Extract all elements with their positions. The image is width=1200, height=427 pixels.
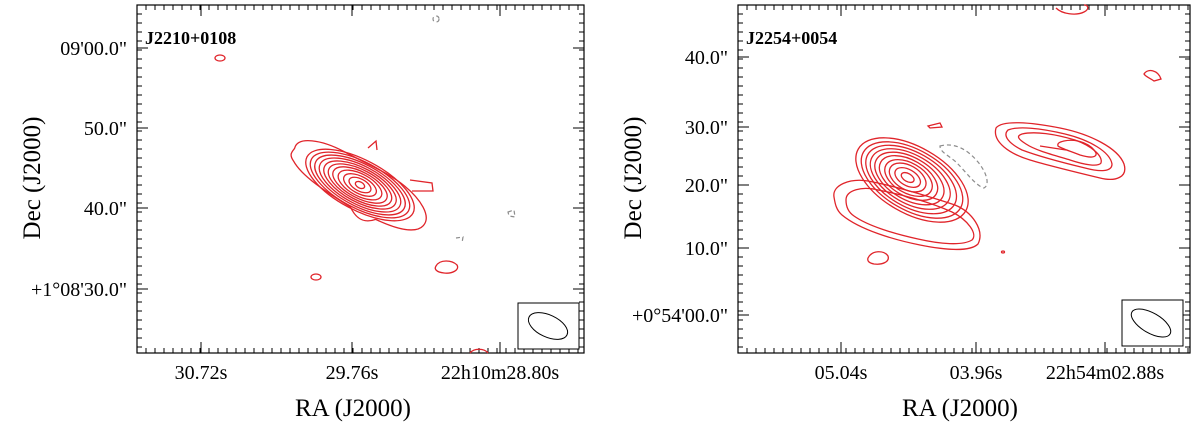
y-tick-label: 40.0" xyxy=(685,47,728,69)
contour-level xyxy=(865,144,958,215)
noise-contour xyxy=(469,348,489,354)
contour-level xyxy=(348,176,372,194)
contour-level xyxy=(318,157,402,213)
contour-level xyxy=(1057,139,1097,158)
panel-right: J2254+0054 40.0" 30.0" 20.0" 10.0" +0°54… xyxy=(620,4,1191,422)
contour-level xyxy=(869,148,951,210)
y-tick-label: +1°08'30.0" xyxy=(31,279,127,301)
tick-marks xyxy=(738,5,1190,353)
contour-level xyxy=(327,163,393,207)
contour-level xyxy=(884,158,933,198)
noise-contour xyxy=(926,122,944,129)
contour-map xyxy=(214,15,516,354)
contour-map xyxy=(833,4,1162,265)
panel-left: J2210+0108 09'00.0" 50.0" 40.0" +1°08'30… xyxy=(19,4,585,422)
contour-level xyxy=(874,151,945,206)
beam-box xyxy=(1121,299,1184,347)
x-tick-label: 03.96s xyxy=(950,362,1003,384)
x-axis-label: RA (J2000) xyxy=(295,395,411,422)
contour-level xyxy=(309,151,411,219)
contour-level xyxy=(314,154,406,216)
beam-box xyxy=(517,302,580,350)
y-tick-label: 40.0" xyxy=(84,198,127,220)
contour-level xyxy=(1039,145,1067,151)
contour-level xyxy=(1017,132,1102,166)
y-tick-label: +0°54'00.0" xyxy=(632,305,728,327)
x-tick-label: 22h10m28.80s xyxy=(441,362,560,384)
secondary-source-contours xyxy=(994,122,1126,180)
beam-ellipse xyxy=(1130,308,1172,338)
contour-level xyxy=(305,148,415,222)
source-name: J2254+0054 xyxy=(746,28,837,48)
y-tick-label: 20.0" xyxy=(685,175,728,197)
noise-contour xyxy=(867,251,889,265)
x-tick-label: 05.04s xyxy=(815,362,868,384)
x-tick-label: 30.72s xyxy=(175,362,228,384)
contour-level xyxy=(845,187,975,245)
contour-peak xyxy=(900,171,915,184)
beam-ellipse xyxy=(527,312,569,340)
tick-marks xyxy=(137,5,584,353)
contour-level xyxy=(894,167,922,188)
y-tick-label: 50.0" xyxy=(84,118,127,140)
extension-contour xyxy=(409,179,434,192)
source-contours xyxy=(855,137,969,223)
contour-level xyxy=(994,122,1126,180)
y-tick-label: 10.0" xyxy=(685,238,728,260)
noise-contour xyxy=(1055,4,1089,15)
x-tick-label: 22h54m02.88s xyxy=(1046,362,1165,384)
contour-level xyxy=(342,173,378,197)
negative-contour xyxy=(432,15,440,23)
source-contours xyxy=(290,140,427,231)
y-tick-label: 09'00.0" xyxy=(60,38,127,60)
noise-contour xyxy=(310,273,322,281)
negative-contour xyxy=(939,144,988,189)
contour-level xyxy=(888,162,927,193)
contour-peak xyxy=(354,180,366,190)
noise-contour xyxy=(1143,69,1162,82)
negative-contour xyxy=(455,236,464,244)
y-axis-label: Dec (J2000) xyxy=(19,117,46,240)
contour-level xyxy=(1005,127,1113,172)
source-name: J2210+0108 xyxy=(145,28,236,48)
y-tick-label: 30.0" xyxy=(685,117,728,139)
contour-level xyxy=(323,160,397,210)
noise-contour xyxy=(1000,250,1006,254)
contour-level xyxy=(860,141,964,219)
contour-level xyxy=(878,155,939,201)
noise-contour xyxy=(214,54,226,62)
contour-level xyxy=(337,169,383,201)
x-axis-label: RA (J2000) xyxy=(902,395,1018,422)
contour-level xyxy=(855,137,969,223)
noise-contour xyxy=(434,260,459,274)
contour-level xyxy=(332,166,388,204)
x-tick-label: 29.76s xyxy=(326,362,379,384)
extension-contour xyxy=(367,139,378,151)
y-axis-label: Dec (J2000) xyxy=(620,117,647,240)
